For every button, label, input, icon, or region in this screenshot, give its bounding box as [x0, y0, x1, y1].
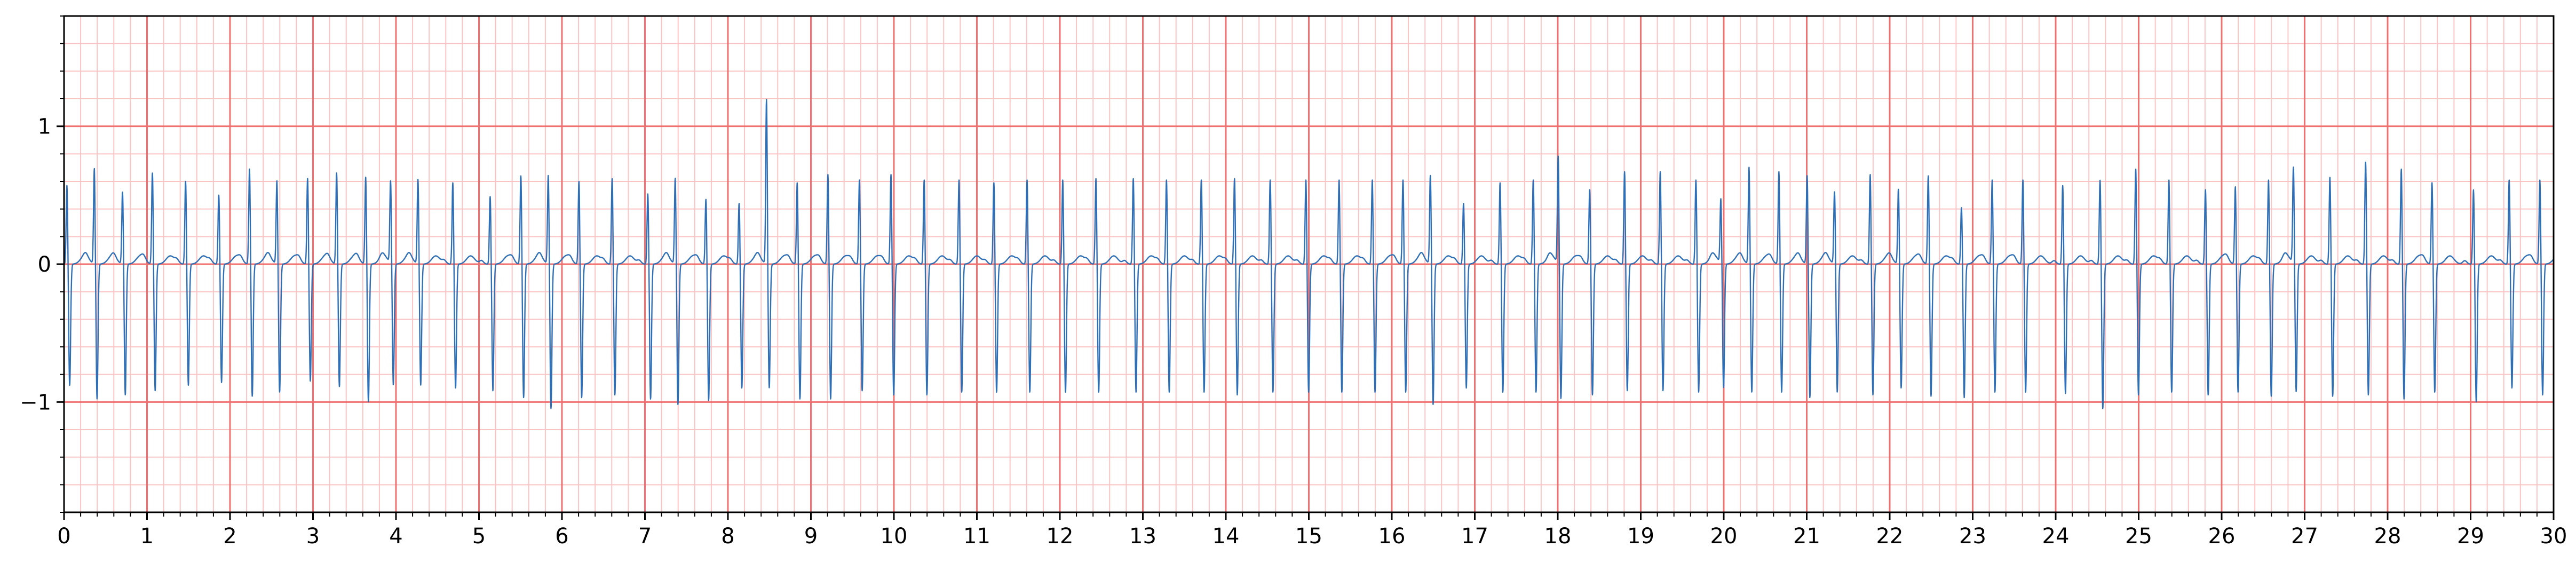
x-tick-label: 3 [306, 524, 320, 549]
x-tick-label: 0 [57, 524, 70, 549]
x-tick-label: 14 [1212, 524, 1240, 549]
y-axis-ticks: 1 0 −1 [20, 15, 64, 513]
x-tick-label: 13 [1129, 524, 1156, 549]
x-tick-label: 1 [140, 524, 154, 549]
x-tick-label: 21 [1793, 524, 1820, 549]
x-tick-label: 7 [638, 524, 652, 549]
x-tick-label: 5 [472, 524, 486, 549]
x-tick-label: 24 [2042, 524, 2070, 549]
x-tick-label: 19 [1627, 524, 1654, 549]
x-tick-label: 27 [2291, 524, 2318, 549]
x-tick-label: 30 [2540, 524, 2567, 549]
x-tick-label: 25 [2125, 524, 2152, 549]
x-tick-label: 12 [1047, 524, 1074, 549]
x-tick-label: 23 [1959, 524, 1986, 549]
x-tick-label: 26 [2208, 524, 2236, 549]
x-tick-label: 16 [1378, 524, 1406, 549]
x-axis-ticks: 0 1 2 3 4 5 6 7 8 9 10 11 12 13 14 15 16 17 18 19 20 21 22 23 24… [57, 512, 2567, 549]
x-tick-label: 2 [223, 524, 236, 549]
x-tick-label: 17 [1461, 524, 1488, 549]
x-tick-label: 15 [1295, 524, 1322, 549]
ecg-trace-line [64, 99, 2554, 409]
x-tick-label: 10 [881, 524, 908, 549]
x-tick-label: 18 [1544, 524, 1572, 549]
x-tick-label: 4 [389, 524, 402, 549]
x-tick-label: 20 [1710, 524, 1738, 549]
x-tick-label: 28 [2374, 524, 2401, 549]
x-tick-label: 29 [2457, 524, 2484, 549]
x-tick-label: 8 [721, 524, 734, 549]
x-tick-label: 9 [804, 524, 818, 549]
y-tick-label: 1 [38, 115, 51, 139]
x-tick-label: 22 [1876, 524, 1904, 549]
y-tick-label: −1 [20, 390, 51, 415]
ecg-trace-group [64, 99, 2554, 409]
y-tick-label: 0 [38, 252, 51, 277]
x-tick-label: 11 [963, 524, 990, 549]
x-tick-label: 6 [555, 524, 568, 549]
